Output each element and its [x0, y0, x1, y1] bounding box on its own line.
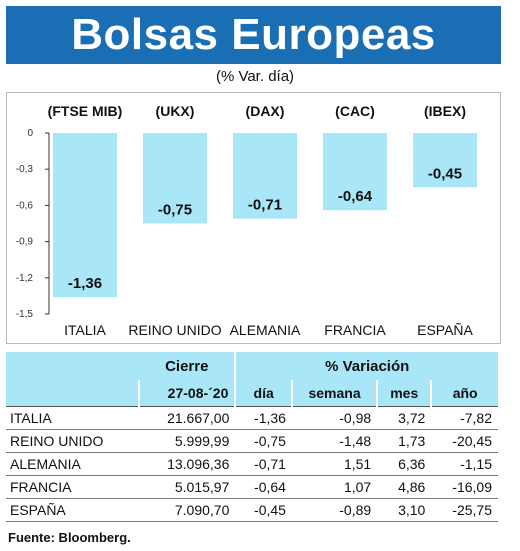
header-blank-cell — [6, 380, 140, 407]
y-tick-label: 0 — [27, 128, 33, 139]
category-label: REINO UNIDO — [128, 322, 221, 338]
row-dia: -1,36 — [235, 406, 292, 430]
row-mes: 1,73 — [377, 429, 432, 453]
index-label: (DAX) — [246, 103, 285, 119]
y-tick-label: -0,9 — [16, 237, 34, 248]
header-cierre: Cierre — [139, 352, 237, 380]
y-tick-label: -1,2 — [16, 273, 34, 284]
bar-chart: 0 -0,3 -0,6 -0,9 -1,2 -1,5 (FTSE MIB) -1,36 ITAL… — [16, 103, 477, 338]
table-row: REINO UNIDO 5.999,99 -0,75 -1,48 1,73 -2… — [6, 429, 498, 453]
header-dia: día — [234, 380, 292, 407]
row-anio: -25,75 — [431, 498, 498, 522]
row-cierre: 5.015,97 — [139, 475, 236, 499]
table-sub-header-row: 27-08-´20 día semana mes año — [6, 380, 498, 407]
y-tick-label: -0,3 — [16, 164, 34, 175]
row-mes: 6,36 — [377, 452, 432, 476]
y-tick-label: -1,5 — [16, 309, 34, 320]
table-group-header-row: Cierre % Variación — [6, 352, 498, 380]
table-row: FRANCIA 5.015,97 -0,64 1,07 4,86 -16,09 — [6, 475, 498, 499]
index-label: (UKX) — [156, 103, 195, 119]
category-label: ITALIA — [64, 322, 106, 338]
market-table: Cierre % Variación 27-08-´20 día semana … — [6, 352, 498, 522]
row-dia: -0,45 — [235, 498, 292, 522]
data-label: -0,75 — [158, 202, 192, 219]
header-mes: mes — [376, 380, 432, 407]
row-name: ALEMANIA — [6, 452, 140, 476]
row-name: FRANCIA — [6, 475, 140, 499]
row-dia: -0,64 — [235, 475, 292, 499]
chart-subtitle: (% Var. día) — [215, 68, 295, 85]
row-cierre: 7.090,70 — [139, 498, 236, 522]
row-semana: 1,51 — [291, 452, 378, 476]
bar-españa — [413, 133, 477, 188]
index-label: (FTSE MIB) — [48, 103, 123, 119]
bar-reino-unido — [143, 133, 207, 224]
row-dia: -0,75 — [235, 429, 292, 453]
row-semana: -0,98 — [291, 406, 378, 430]
bar-alemania — [233, 133, 297, 219]
row-semana: -0,89 — [291, 498, 378, 522]
table-row: ALEMANIA 13.096,36 -0,71 1,51 6,36 -1,15 — [6, 452, 498, 476]
data-label: -0,71 — [248, 197, 282, 214]
page-title: Bolsas Europeas — [71, 10, 436, 59]
header-variacion: % Variación — [235, 352, 498, 380]
row-cierre: 21.667,00 — [139, 406, 236, 430]
category-label: ALEMANIA — [230, 322, 301, 338]
header-anio: año — [430, 380, 498, 407]
index-label: (CAC) — [335, 103, 375, 119]
header-fecha: 27-08-´20 — [138, 380, 236, 407]
index-label: (IBEX) — [424, 103, 466, 119]
title-banner: Bolsas Europeas — [6, 6, 501, 64]
row-anio: -1,15 — [431, 452, 498, 476]
bar-francia — [323, 133, 387, 211]
row-name: ESPAÑA — [6, 498, 140, 522]
row-anio: -16,09 — [431, 475, 498, 499]
chart-panel: 0 -0,3 -0,6 -0,9 -1,2 -1,5 (FTSE MIB) -1,36 ITAL… — [6, 92, 501, 344]
category-label: FRANCIA — [324, 322, 386, 338]
row-mes: 3,10 — [377, 498, 432, 522]
bar-italia — [53, 133, 117, 298]
row-anio: -7,82 — [431, 406, 498, 430]
data-label: -1,36 — [68, 275, 102, 292]
data-label: -0,64 — [338, 188, 373, 205]
row-mes: 4,86 — [377, 475, 432, 499]
y-tick-label: -0,6 — [16, 200, 34, 211]
row-cierre: 13.096,36 — [139, 452, 236, 476]
row-name: REINO UNIDO — [6, 429, 140, 453]
source-note: Fuente: Bloomberg. — [8, 530, 131, 545]
header-blank-cell — [6, 352, 140, 380]
row-semana: 1,07 — [291, 475, 378, 499]
row-mes: 3,72 — [377, 406, 432, 430]
row-semana: -1,48 — [291, 429, 378, 453]
data-label: -0,45 — [428, 165, 462, 182]
row-cierre: 5.999,99 — [139, 429, 236, 453]
table-row: ITALIA 21.667,00 -1,36 -0,98 3,72 -7,82 — [6, 406, 498, 430]
table-row: ESPAÑA 7.090,70 -0,45 -0,89 3,10 -25,75 — [6, 498, 498, 522]
row-dia: -0,71 — [235, 452, 292, 476]
row-anio: -20,45 — [431, 429, 498, 453]
row-name: ITALIA — [6, 406, 140, 430]
header-semana: semana — [290, 380, 378, 407]
category-label: ESPAÑA — [417, 322, 473, 338]
